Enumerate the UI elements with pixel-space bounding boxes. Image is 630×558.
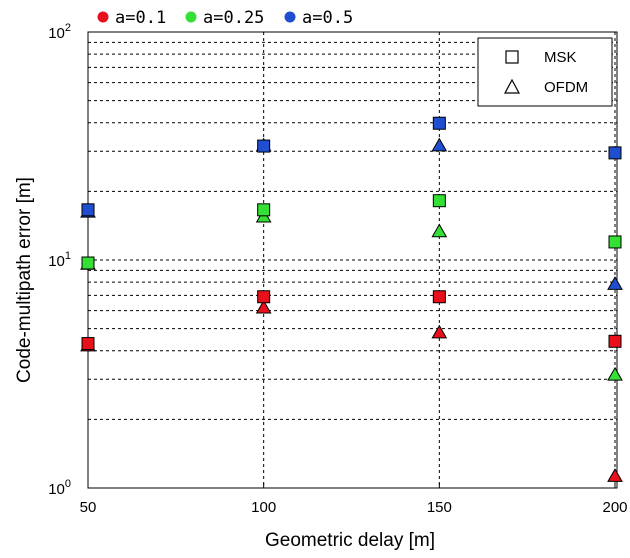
point-ofdm-a0_1 (255, 299, 272, 314)
point-msk-a0_1 (257, 290, 271, 304)
y-tick-label: 100 (48, 478, 71, 498)
point-msk-a0_5 (81, 203, 95, 217)
point-ofdm-a0_25 (607, 366, 623, 381)
point-msk-a0_25 (608, 235, 622, 249)
point-msk-a0_1 (608, 334, 622, 348)
point-msk-a0_25 (257, 203, 271, 217)
color-legend-label: a=0.25 (203, 8, 264, 28)
legend-square-icon (505, 50, 519, 64)
point-msk-a0_1 (432, 290, 446, 304)
x-tick-label: 200 (602, 499, 627, 516)
color-legend: a=0.1 a=0.25 a=0.5 (97, 8, 353, 28)
data-points (80, 116, 623, 482)
y-tick-label: 102 (48, 22, 71, 42)
x-tick-label: 150 (427, 499, 452, 516)
color-legend-label: a=0.5 (302, 8, 353, 28)
marker-legend-label: OFDM (544, 79, 588, 96)
y-tick-labels: 100 101 102 (48, 22, 93, 498)
legend-triangle-icon (503, 78, 521, 94)
x-axis-label: Geometric delay [m] (265, 530, 435, 551)
marker-legend: MSK OFDM (477, 37, 613, 107)
point-msk-a0_25 (432, 194, 446, 208)
point-ofdm-a0_25 (431, 223, 448, 238)
point-msk-a0_5 (608, 146, 622, 160)
point-msk-a0_5 (432, 116, 446, 130)
point-ofdm-a0_1 (607, 468, 623, 482)
x-tick-labels: 50 100 150 200 (80, 483, 628, 516)
marker-legend-label: MSK (544, 49, 577, 66)
point-msk-a0_1 (81, 337, 95, 351)
color-legend-dot (185, 11, 197, 23)
color-legend-label: a=0.1 (115, 8, 166, 28)
color-legend-dot (97, 11, 109, 23)
point-msk-a0_5 (257, 139, 271, 153)
y-axis-label: Code-multipath error [m] (14, 177, 35, 383)
point-ofdm-a0_1 (431, 324, 448, 339)
point-ofdm-a0_5 (431, 137, 448, 152)
point-msk-a0_25 (81, 256, 95, 270)
x-tick-label: 50 (80, 499, 97, 516)
x-tick-label: 100 (251, 499, 276, 516)
color-legend-dot (284, 11, 296, 23)
marker-legend-box (477, 37, 613, 107)
y-tick-label: 101 (48, 250, 71, 270)
point-ofdm-a0_5 (607, 276, 623, 290)
